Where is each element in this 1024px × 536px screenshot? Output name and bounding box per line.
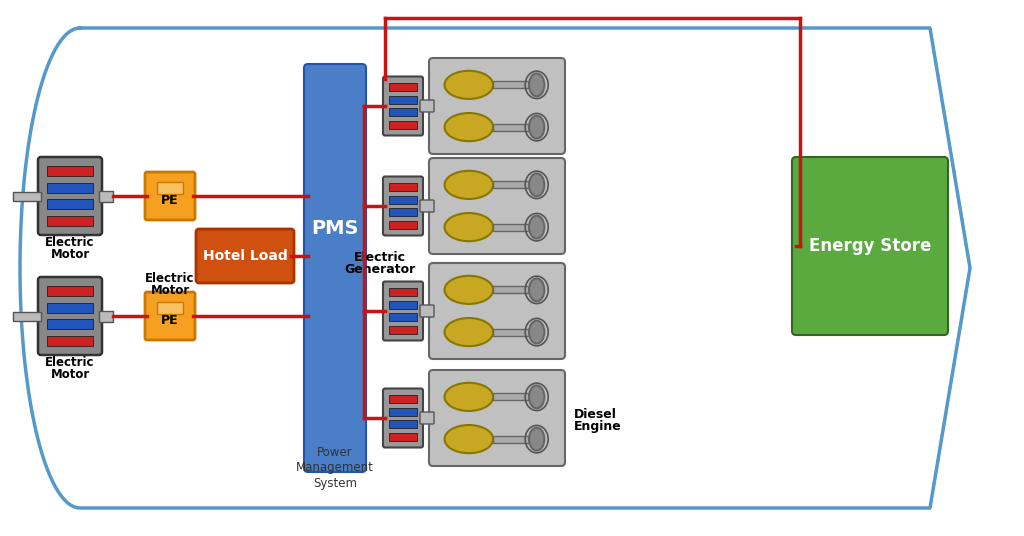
- Text: Electric: Electric: [45, 236, 95, 249]
- Text: Diesel: Diesel: [574, 408, 616, 421]
- FancyBboxPatch shape: [304, 64, 366, 472]
- Bar: [99, 190, 113, 202]
- Text: Electric: Electric: [354, 251, 406, 264]
- Bar: [389, 196, 417, 204]
- FancyBboxPatch shape: [420, 200, 434, 212]
- Bar: [47, 286, 93, 296]
- FancyBboxPatch shape: [420, 305, 434, 317]
- FancyBboxPatch shape: [383, 281, 423, 340]
- Ellipse shape: [444, 171, 494, 199]
- FancyBboxPatch shape: [38, 157, 102, 235]
- FancyBboxPatch shape: [792, 157, 948, 335]
- Ellipse shape: [529, 73, 545, 96]
- Text: PE: PE: [161, 195, 179, 207]
- FancyBboxPatch shape: [196, 229, 294, 283]
- Bar: [47, 319, 93, 329]
- Bar: [389, 96, 417, 103]
- Ellipse shape: [444, 71, 494, 99]
- FancyBboxPatch shape: [429, 158, 565, 254]
- Bar: [389, 301, 417, 309]
- Bar: [47, 166, 93, 176]
- Bar: [389, 121, 417, 129]
- FancyBboxPatch shape: [429, 263, 565, 359]
- Ellipse shape: [529, 278, 545, 301]
- Text: Electric: Electric: [45, 356, 95, 369]
- Text: Power
Management
System: Power Management System: [296, 446, 374, 489]
- Bar: [389, 183, 417, 191]
- Ellipse shape: [529, 428, 545, 451]
- Bar: [494, 81, 529, 88]
- Ellipse shape: [444, 425, 494, 453]
- Text: Hotel Load: Hotel Load: [203, 249, 288, 263]
- Bar: [389, 396, 417, 403]
- Ellipse shape: [529, 215, 545, 239]
- Ellipse shape: [444, 318, 494, 346]
- Bar: [494, 436, 529, 443]
- Bar: [389, 420, 417, 428]
- FancyBboxPatch shape: [420, 100, 434, 112]
- Bar: [47, 303, 93, 313]
- Bar: [494, 224, 529, 230]
- Bar: [47, 336, 93, 346]
- Text: Energy Store: Energy Store: [809, 237, 931, 255]
- FancyBboxPatch shape: [383, 389, 423, 448]
- Bar: [494, 329, 529, 336]
- Ellipse shape: [444, 113, 494, 141]
- Ellipse shape: [444, 383, 494, 411]
- Bar: [389, 326, 417, 333]
- FancyBboxPatch shape: [383, 77, 423, 136]
- Ellipse shape: [444, 276, 494, 304]
- Bar: [389, 83, 417, 91]
- Bar: [47, 215, 93, 226]
- Ellipse shape: [444, 213, 494, 241]
- Text: Electric: Electric: [145, 272, 195, 285]
- Bar: [13, 191, 41, 200]
- Ellipse shape: [529, 116, 545, 139]
- FancyBboxPatch shape: [145, 292, 195, 340]
- Text: Motor: Motor: [151, 284, 189, 297]
- Text: PMS: PMS: [311, 219, 358, 237]
- Bar: [494, 393, 529, 400]
- Bar: [158, 182, 182, 194]
- Ellipse shape: [529, 174, 545, 196]
- Bar: [389, 408, 417, 415]
- Text: Motor: Motor: [50, 248, 90, 261]
- FancyBboxPatch shape: [429, 370, 565, 466]
- Bar: [389, 314, 417, 321]
- Text: Engine: Engine: [574, 420, 622, 433]
- FancyBboxPatch shape: [420, 412, 434, 424]
- Bar: [99, 310, 113, 322]
- Bar: [389, 433, 417, 441]
- Ellipse shape: [529, 385, 545, 408]
- Ellipse shape: [529, 321, 545, 344]
- Bar: [494, 181, 529, 188]
- FancyBboxPatch shape: [38, 277, 102, 355]
- FancyBboxPatch shape: [429, 58, 565, 154]
- Bar: [389, 108, 417, 116]
- Bar: [389, 209, 417, 216]
- Bar: [158, 302, 182, 314]
- Bar: [389, 221, 417, 229]
- FancyBboxPatch shape: [383, 176, 423, 235]
- Bar: [13, 311, 41, 321]
- Bar: [389, 288, 417, 296]
- Text: Motor: Motor: [50, 368, 90, 381]
- Text: Generator: Generator: [344, 263, 416, 276]
- Bar: [494, 124, 529, 131]
- Bar: [47, 183, 93, 193]
- Bar: [494, 286, 529, 293]
- Text: PE: PE: [161, 315, 179, 327]
- FancyBboxPatch shape: [145, 172, 195, 220]
- Bar: [47, 199, 93, 209]
